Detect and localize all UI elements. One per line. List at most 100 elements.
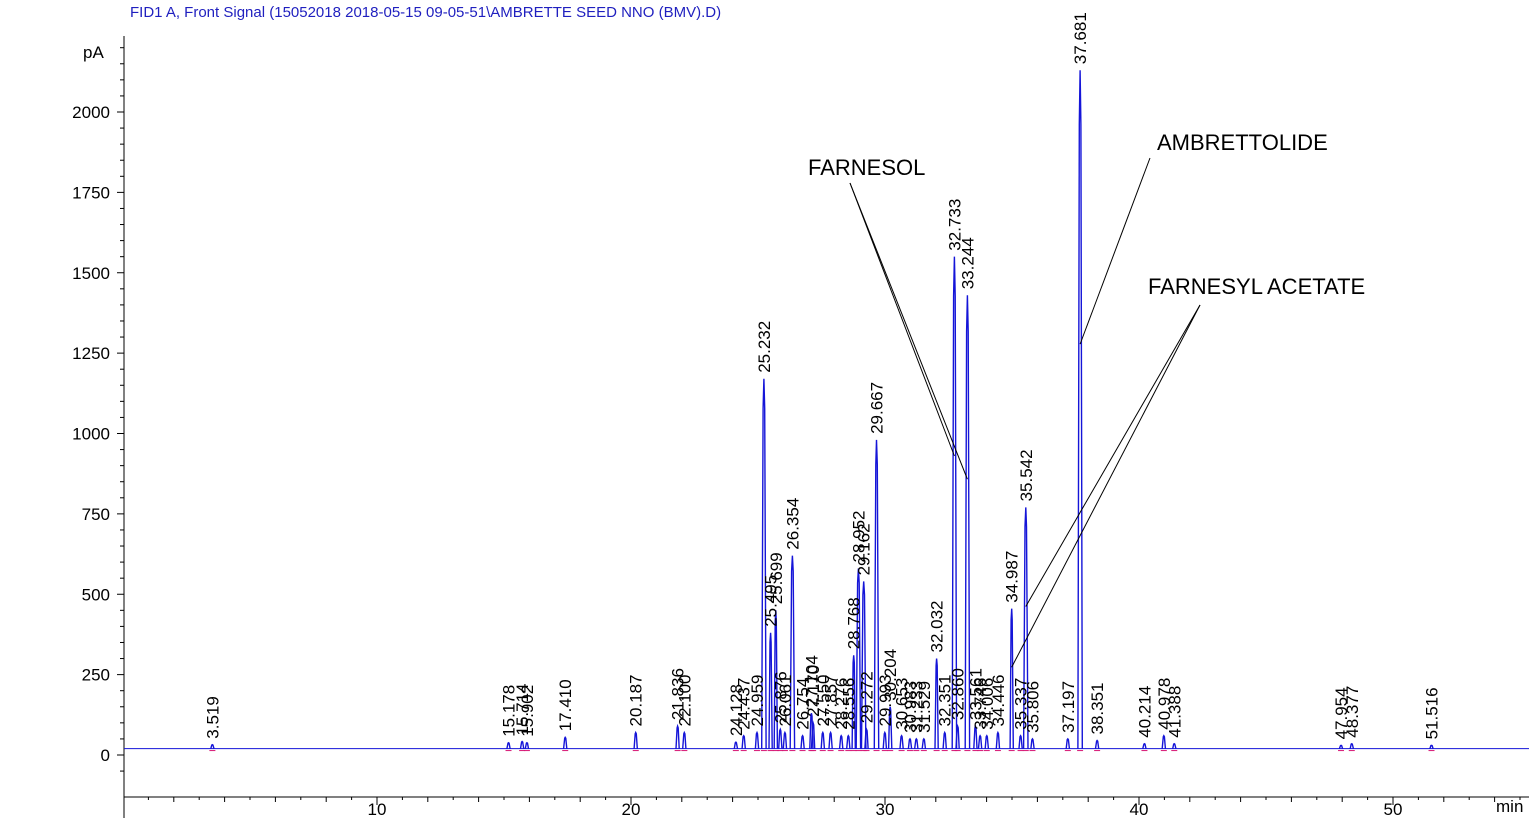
y-tick-label: 1750 (72, 183, 110, 202)
annotation-leader-line (849, 182, 968, 480)
peak-label: 34.987 (1003, 551, 1022, 603)
peak-label: 27.170 (804, 665, 823, 717)
peak-label: 30.653 (893, 678, 912, 730)
peak-label: 28.556 (839, 678, 858, 730)
x-tick-label: 30 (876, 800, 895, 818)
x-tick-label: 10 (368, 800, 387, 818)
peak (838, 734, 844, 749)
peak-label: 27.104 (802, 655, 821, 707)
peak (951, 256, 958, 749)
peak (942, 730, 947, 749)
peak-label: 24.437 (735, 678, 754, 730)
peak-label: 34.446 (989, 675, 1008, 727)
peak (955, 723, 960, 749)
peak (921, 737, 927, 749)
peak (914, 737, 919, 749)
peak-label: 32.032 (928, 601, 947, 653)
peak-label: 29.272 (858, 671, 877, 723)
peak (562, 735, 568, 749)
peak-label: 25.495 (762, 575, 781, 627)
peak (973, 723, 978, 749)
peak-label: 51.516 (1423, 687, 1442, 739)
peak (1338, 744, 1344, 749)
peak-label: 27.857 (822, 675, 841, 727)
peak (882, 730, 888, 749)
peak-label: 25.699 (767, 552, 786, 604)
peak-label: 35.806 (1024, 681, 1043, 733)
peak-label: 33.244 (958, 237, 977, 289)
peak (964, 295, 971, 749)
peak-label: 3.519 (203, 696, 222, 739)
peak-label: 25.232 (755, 321, 774, 373)
peak (733, 741, 739, 749)
peak-label: 21.836 (669, 668, 688, 720)
peak-label: 38.351 (1088, 683, 1107, 735)
peak (682, 730, 687, 749)
x-tick-label: 50 (1384, 800, 1403, 818)
peak-label: 26.354 (783, 498, 802, 550)
peak (778, 727, 783, 749)
peak (633, 730, 638, 749)
peak (741, 734, 746, 749)
peak-label: 41.388 (1165, 686, 1184, 738)
peak-label: 28.768 (845, 597, 864, 649)
peak-label: 15.714 (513, 684, 532, 736)
x-axis-label: min (1496, 797, 1523, 816)
peak-label: 40.978 (1155, 678, 1174, 730)
peak (887, 706, 893, 749)
peak-label: 48.377 (1343, 686, 1362, 738)
peak-label: 40.214 (1135, 686, 1154, 738)
peak-label: 27.550 (814, 675, 833, 727)
peak (754, 730, 760, 749)
peak-label: 29.162 (855, 523, 874, 575)
peak (864, 727, 869, 749)
peak-label: 31.529 (915, 681, 934, 733)
annotation-leader-line (849, 182, 955, 457)
peak-label: 20.187 (627, 675, 646, 727)
peak (934, 658, 939, 749)
peak (524, 741, 530, 749)
peak (873, 439, 880, 749)
y-tick-label: 1250 (72, 344, 110, 363)
peak-label: 29.993 (876, 675, 895, 727)
annotation-label: FARNESOL (808, 155, 925, 180)
peak-label: 15.902 (518, 685, 537, 737)
peak (1077, 70, 1084, 749)
annotation-leader-line (1025, 304, 1201, 607)
peak-label: 25.876 (771, 671, 790, 723)
peak-label: 30.204 (881, 649, 900, 701)
y-tick-label: 500 (82, 585, 110, 604)
peak-label: 37.681 (1071, 12, 1090, 64)
x-tick-label: 40 (1130, 800, 1149, 818)
peak-label: 33.561 (966, 668, 985, 720)
peak-label: 28.952 (849, 511, 868, 563)
compound-annotations: FARNESOL AMBRETTOLIDE FARNESYL ACETATE (808, 130, 1365, 668)
peak (810, 720, 816, 749)
peak (828, 730, 833, 749)
peak (1172, 742, 1177, 749)
peak-label: 33.746 (971, 678, 990, 730)
peak-label: 26.754 (794, 678, 813, 730)
peak (907, 737, 913, 749)
peak-label: 22.100 (675, 675, 694, 727)
y-axis-label: pA (83, 43, 104, 62)
peak-label: 35.542 (1017, 449, 1036, 501)
axes: 0 250 500 750 1000 1250 1500 1750 2000 10 20 30 40 50 (72, 36, 1529, 818)
signal-trace (124, 70, 1529, 752)
peak-label: 31.233 (907, 681, 926, 733)
peak (820, 730, 826, 749)
peak (1065, 737, 1071, 749)
peak (1429, 744, 1434, 749)
peak-label: 29.667 (868, 382, 887, 434)
peak-label: 28.276 (832, 678, 851, 730)
peak-label: 37.197 (1059, 681, 1078, 733)
peak (899, 734, 904, 749)
peak (977, 734, 983, 749)
y-tick-label: 1000 (72, 425, 110, 444)
peak (506, 741, 511, 749)
y-tick-label: 1500 (72, 264, 110, 283)
peak-label: 34.006 (978, 678, 997, 730)
peak (789, 555, 796, 749)
